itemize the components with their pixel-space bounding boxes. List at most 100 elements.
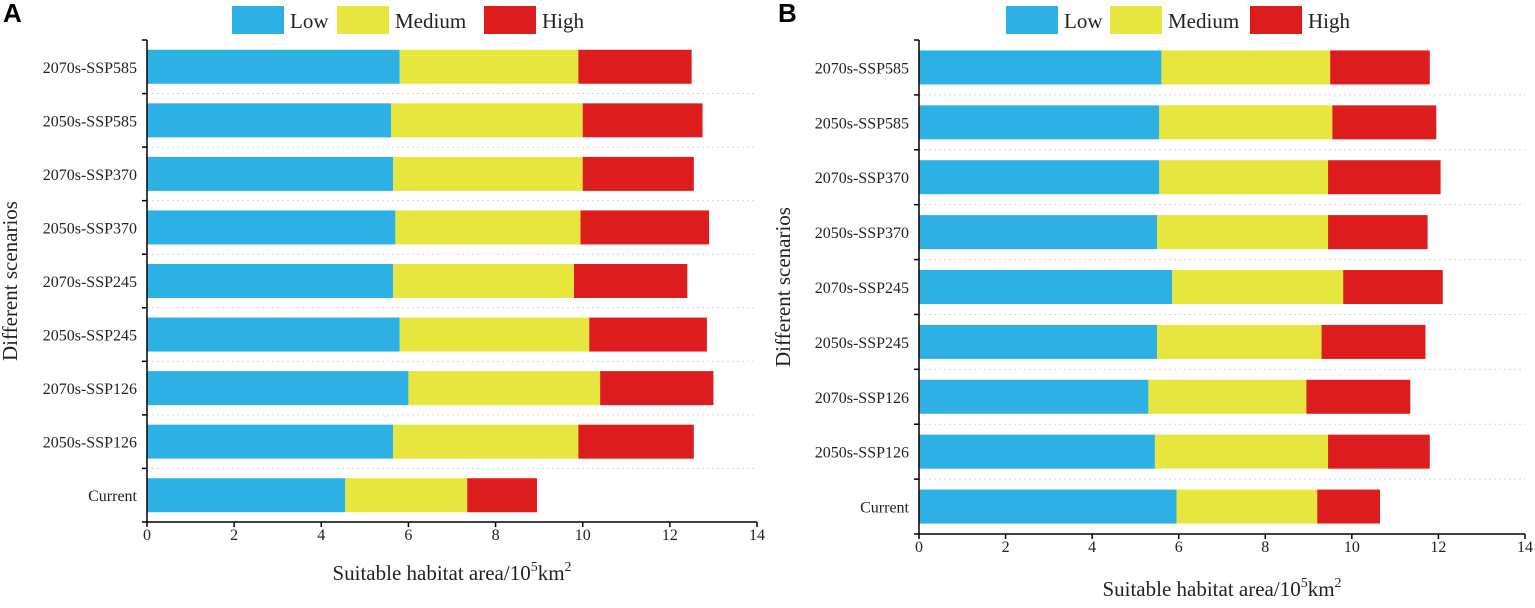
y-tick-labels-a: 2070s-SSP585 2050s-SSP585 2070s-SSP370 2050… — [43, 60, 138, 505]
x-axis-title-unit-exp-a: 2 — [565, 560, 572, 575]
x-ticks-a: 0 2 4 6 8 10 12 14 — [143, 522, 765, 544]
y-tick-label: 2070s-SSP370 — [43, 167, 137, 184]
x-axis-title-exp-a: 5 — [531, 560, 538, 575]
bar-medium-2050s-ssp585 — [1159, 105, 1333, 140]
x-axis-title-unit-exp-b: 2 — [1335, 576, 1342, 591]
legend-label-high: High — [1308, 9, 1351, 33]
bar-low-2070s-ssp245 — [919, 270, 1173, 304]
x-axis-title-main-b: Suitable habitat area/10 — [1102, 577, 1300, 601]
axes-b — [918, 40, 1525, 535]
y-tick-label: 2070s-SSP585 — [815, 60, 909, 77]
bar-high-current — [1317, 489, 1380, 524]
y-tick-label: 2050s-SSP585 — [43, 113, 137, 130]
legend-swatch-medium — [337, 6, 389, 34]
x-tick-label: 2 — [1002, 539, 1010, 556]
legend-label-medium: Medium — [395, 9, 466, 33]
y-tick-label: Current — [88, 488, 137, 505]
bar-low-2070s-ssp126 — [919, 379, 1149, 414]
y-tick-label: 2050s-SSP245 — [43, 328, 137, 345]
y-ticks-a — [142, 39, 147, 523]
bar-low-2070s-ssp585 — [147, 49, 400, 84]
panel-label-b: B — [778, 0, 797, 28]
y-tick-label: 2070s-SSP126 — [43, 381, 137, 398]
bar-high-2050s-ssp245 — [1321, 324, 1426, 359]
bar-medium-2050s-ssp126 — [1154, 434, 1329, 469]
x-tick-label: 4 — [1088, 539, 1096, 556]
bar-high-2070s-ssp370 — [1328, 160, 1441, 195]
y-tick-label: 2070s-SSP370 — [815, 170, 909, 187]
x-axis-title-main-a: Suitable habitat area/10 — [332, 561, 530, 585]
bar-medium-2050s-ssp370 — [1157, 215, 1329, 250]
bar-high-current — [467, 478, 537, 513]
bar-medium-2050s-ssp245 — [399, 317, 590, 352]
x-tick-label: 14 — [749, 527, 765, 544]
bar-medium-2050s-ssp126 — [393, 424, 579, 459]
x-tick-label: 8 — [1261, 539, 1269, 556]
bar-medium-2070s-ssp245 — [393, 264, 574, 298]
legend-label-medium: Medium — [1168, 9, 1239, 33]
legend-swatch-low — [1006, 6, 1058, 34]
legend-swatch-low — [232, 6, 284, 34]
legend-label-low: Low — [1064, 9, 1103, 33]
bar-high-2050s-ssp585 — [1332, 105, 1437, 140]
legend-swatch-medium — [1110, 6, 1162, 34]
x-axis-title-b: Suitable habitat area/105km2 — [1102, 576, 1341, 601]
x-tick-label: 14 — [1517, 539, 1533, 556]
y-tick-label: 2050s-SSP245 — [815, 335, 909, 352]
x-tick-label: 0 — [143, 527, 151, 544]
bar-low-current — [919, 489, 1177, 524]
bar-medium-2070s-ssp585 — [1161, 50, 1331, 85]
bar-high-2070s-ssp585 — [578, 49, 692, 84]
y-tick-label: Current — [860, 500, 909, 517]
bar-low-2050s-ssp585 — [919, 105, 1160, 140]
bar-low-2050s-ssp370 — [919, 215, 1158, 250]
y-axis-title-a: Different scenarios — [0, 201, 22, 361]
bar-medium-2050s-ssp585 — [391, 103, 583, 138]
bar-low-2070s-ssp126 — [147, 371, 409, 406]
bar-high-2050s-ssp126 — [1328, 434, 1430, 469]
bar-low-2070s-ssp370 — [147, 156, 394, 191]
bar-medium-2050s-ssp245 — [1157, 324, 1322, 359]
bar-high-2050s-ssp585 — [582, 103, 703, 138]
y-tick-label: 2070s-SSP126 — [815, 390, 909, 407]
bar-high-2050s-ssp370 — [1328, 215, 1428, 250]
bar-low-2050s-ssp245 — [147, 317, 400, 352]
bar-low-2050s-ssp370 — [147, 210, 396, 245]
bar-high-2050s-ssp245 — [589, 317, 707, 352]
x-tick-label: 10 — [1344, 539, 1360, 556]
panel-label-a: A — [3, 0, 22, 28]
legend-swatch-high — [1250, 6, 1302, 34]
bar-medium-2070s-ssp370 — [1159, 160, 1329, 195]
x-tick-label: 4 — [317, 527, 325, 544]
x-tick-label: 0 — [915, 539, 923, 556]
bars-b — [919, 50, 1443, 524]
bar-medium-2070s-ssp585 — [399, 49, 579, 84]
y-tick-label: 2050s-SSP370 — [815, 225, 909, 242]
y-axis-title-b: Different scenarios — [771, 207, 795, 367]
bar-low-2050s-ssp126 — [919, 434, 1155, 469]
y-tick-label: 2050s-SSP370 — [43, 220, 137, 237]
bar-medium-current — [345, 478, 468, 513]
bar-medium-2050s-ssp370 — [395, 210, 581, 245]
bar-high-2050s-ssp126 — [578, 424, 694, 459]
x-axis-title-unit-b: km — [1308, 577, 1335, 601]
legend-label-high: High — [542, 9, 585, 33]
bar-high-2070s-ssp585 — [1330, 50, 1430, 85]
bar-low-2070s-ssp370 — [919, 160, 1160, 195]
chart-panel-b: B Low Medium High 2070s-SSP585 2050s-SSP5… — [771, 0, 1533, 601]
bar-medium-2070s-ssp370 — [393, 156, 583, 191]
bar-medium-2070s-ssp126 — [408, 371, 601, 406]
y-tick-label: 2070s-SSP585 — [43, 60, 137, 77]
y-tick-label: 2050s-SSP585 — [815, 115, 909, 132]
bar-high-2050s-ssp370 — [580, 210, 710, 245]
bar-high-2070s-ssp370 — [582, 156, 694, 191]
axes-a — [146, 40, 757, 523]
bar-low-2070s-ssp585 — [919, 50, 1162, 85]
gridlines-a — [147, 93, 757, 469]
legend-swatch-high — [484, 6, 536, 34]
bar-high-2070s-ssp245 — [1343, 270, 1443, 304]
x-tick-label: 12 — [1430, 539, 1446, 556]
bar-low-2070s-ssp245 — [147, 264, 394, 298]
y-ticks-b — [914, 39, 919, 535]
